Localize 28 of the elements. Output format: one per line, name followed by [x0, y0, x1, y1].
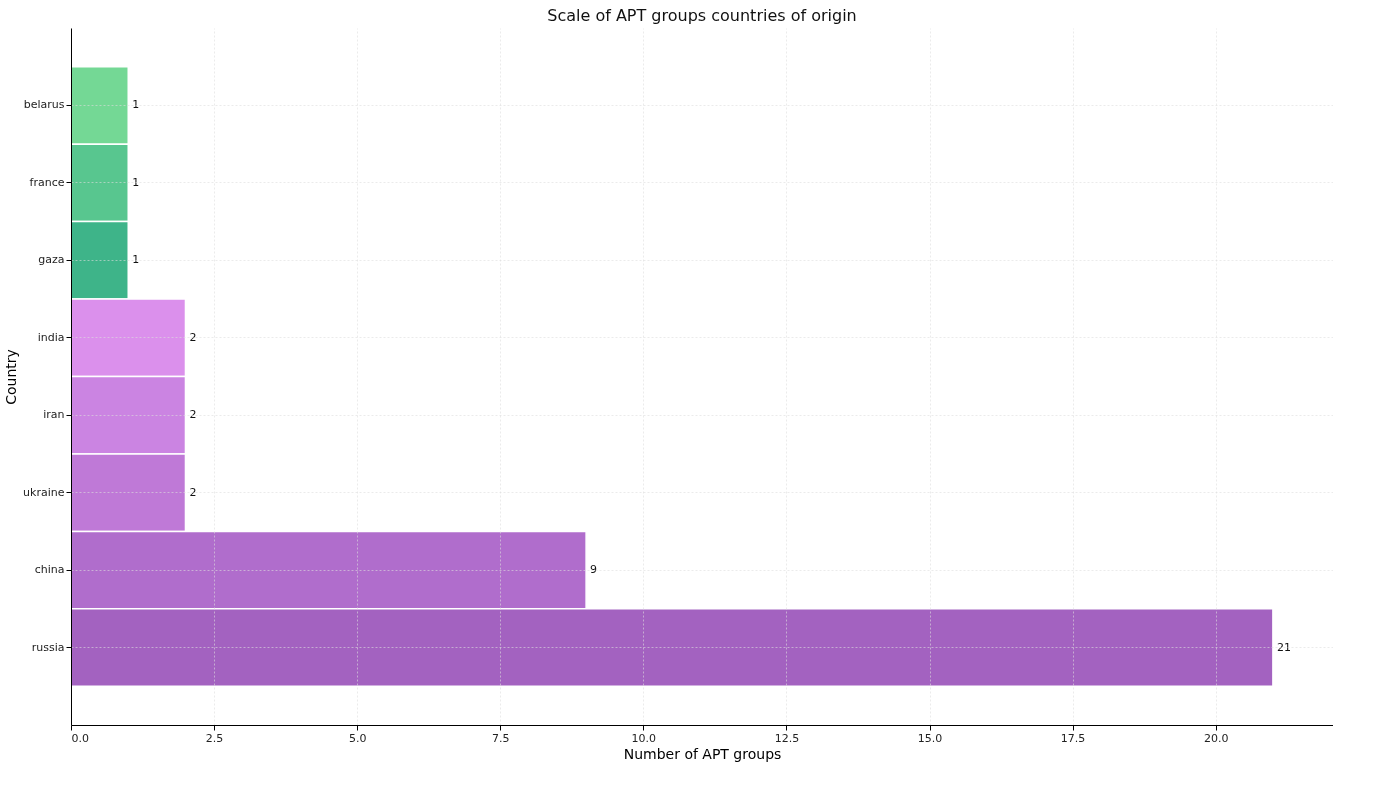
y-tick-label: france [29, 175, 65, 189]
y-tick-label: china [34, 563, 65, 577]
data-label: 21 [1276, 640, 1291, 654]
data-label: 1 [132, 253, 140, 267]
y-tick-label: russia [31, 640, 65, 654]
y-axis-title: Country [3, 349, 20, 405]
y-tick-label: india [37, 330, 65, 344]
data-label: 2 [189, 330, 197, 344]
x-tick-label: 2.5 [205, 731, 224, 745]
x-tick-label: 5.0 [348, 731, 367, 745]
data-label: 2 [189, 485, 197, 499]
y-tick-label: belarus [23, 98, 65, 112]
x-tick-label: 7.5 [492, 731, 510, 745]
data-label: 2 [189, 408, 197, 422]
x-tick-label: 20.0 [1203, 731, 1229, 745]
x-axis-title: Number of APT groups [623, 745, 782, 762]
x-tick-label: 0.0 [71, 731, 89, 745]
data-label: 1 [132, 98, 140, 112]
data-label: 1 [132, 175, 140, 189]
x-tick-label: 10.0 [631, 731, 657, 745]
y-tick-label: iran [43, 408, 65, 422]
data-label: 9 [590, 563, 598, 577]
x-tick-label: 12.5 [774, 731, 800, 745]
chart-title: Scale of APT groups countries of origin [547, 6, 857, 25]
y-tick-label: ukraine [23, 485, 65, 499]
y-tick-label: gaza [38, 253, 65, 267]
x-tick-label: 17.5 [1060, 731, 1086, 745]
x-tick-label: 15.0 [917, 731, 943, 745]
